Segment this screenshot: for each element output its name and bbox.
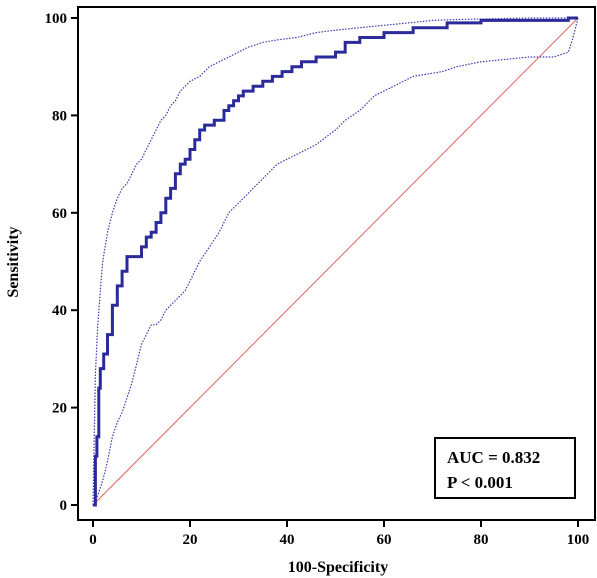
- reference-diagonal-line: [92, 17, 579, 506]
- x-tick-label: 80: [474, 532, 489, 548]
- plot-frame: [77, 6, 596, 521]
- y-tick-label: 20: [52, 401, 67, 417]
- annotation-box: AUC = 0.832 P < 0.001: [434, 437, 576, 499]
- x-tick-label: 40: [280, 532, 295, 548]
- roc-curve-line: [93, 16, 578, 507]
- axes: 0 20 40 60 80 100 0 20 40 60 80 100: [45, 6, 596, 548]
- x-axis-title: 100-Specificity: [288, 559, 388, 576]
- y-tick-label: 80: [52, 108, 67, 124]
- x-tick-label: 60: [377, 532, 392, 548]
- ci-upper-confidence-line: [92, 17, 578, 506]
- p-value-annotation: P < 0.001: [447, 473, 513, 492]
- y-tick-label: 100: [45, 11, 68, 27]
- y-axis-title: Sensitivity: [5, 226, 22, 297]
- ci-lower-confidence-line: [92, 17, 579, 506]
- plot-area: [92, 16, 579, 507]
- x-tick-label: 0: [89, 532, 97, 548]
- x-tick-label: 20: [183, 532, 198, 548]
- x-tick-label: 100: [567, 532, 590, 548]
- y-tick-label: 60: [52, 206, 67, 222]
- auc-annotation: AUC = 0.832: [447, 448, 540, 467]
- annotation-frame: [434, 437, 576, 499]
- y-tick-label: 0: [60, 498, 68, 514]
- y-tick-label: 40: [52, 303, 67, 319]
